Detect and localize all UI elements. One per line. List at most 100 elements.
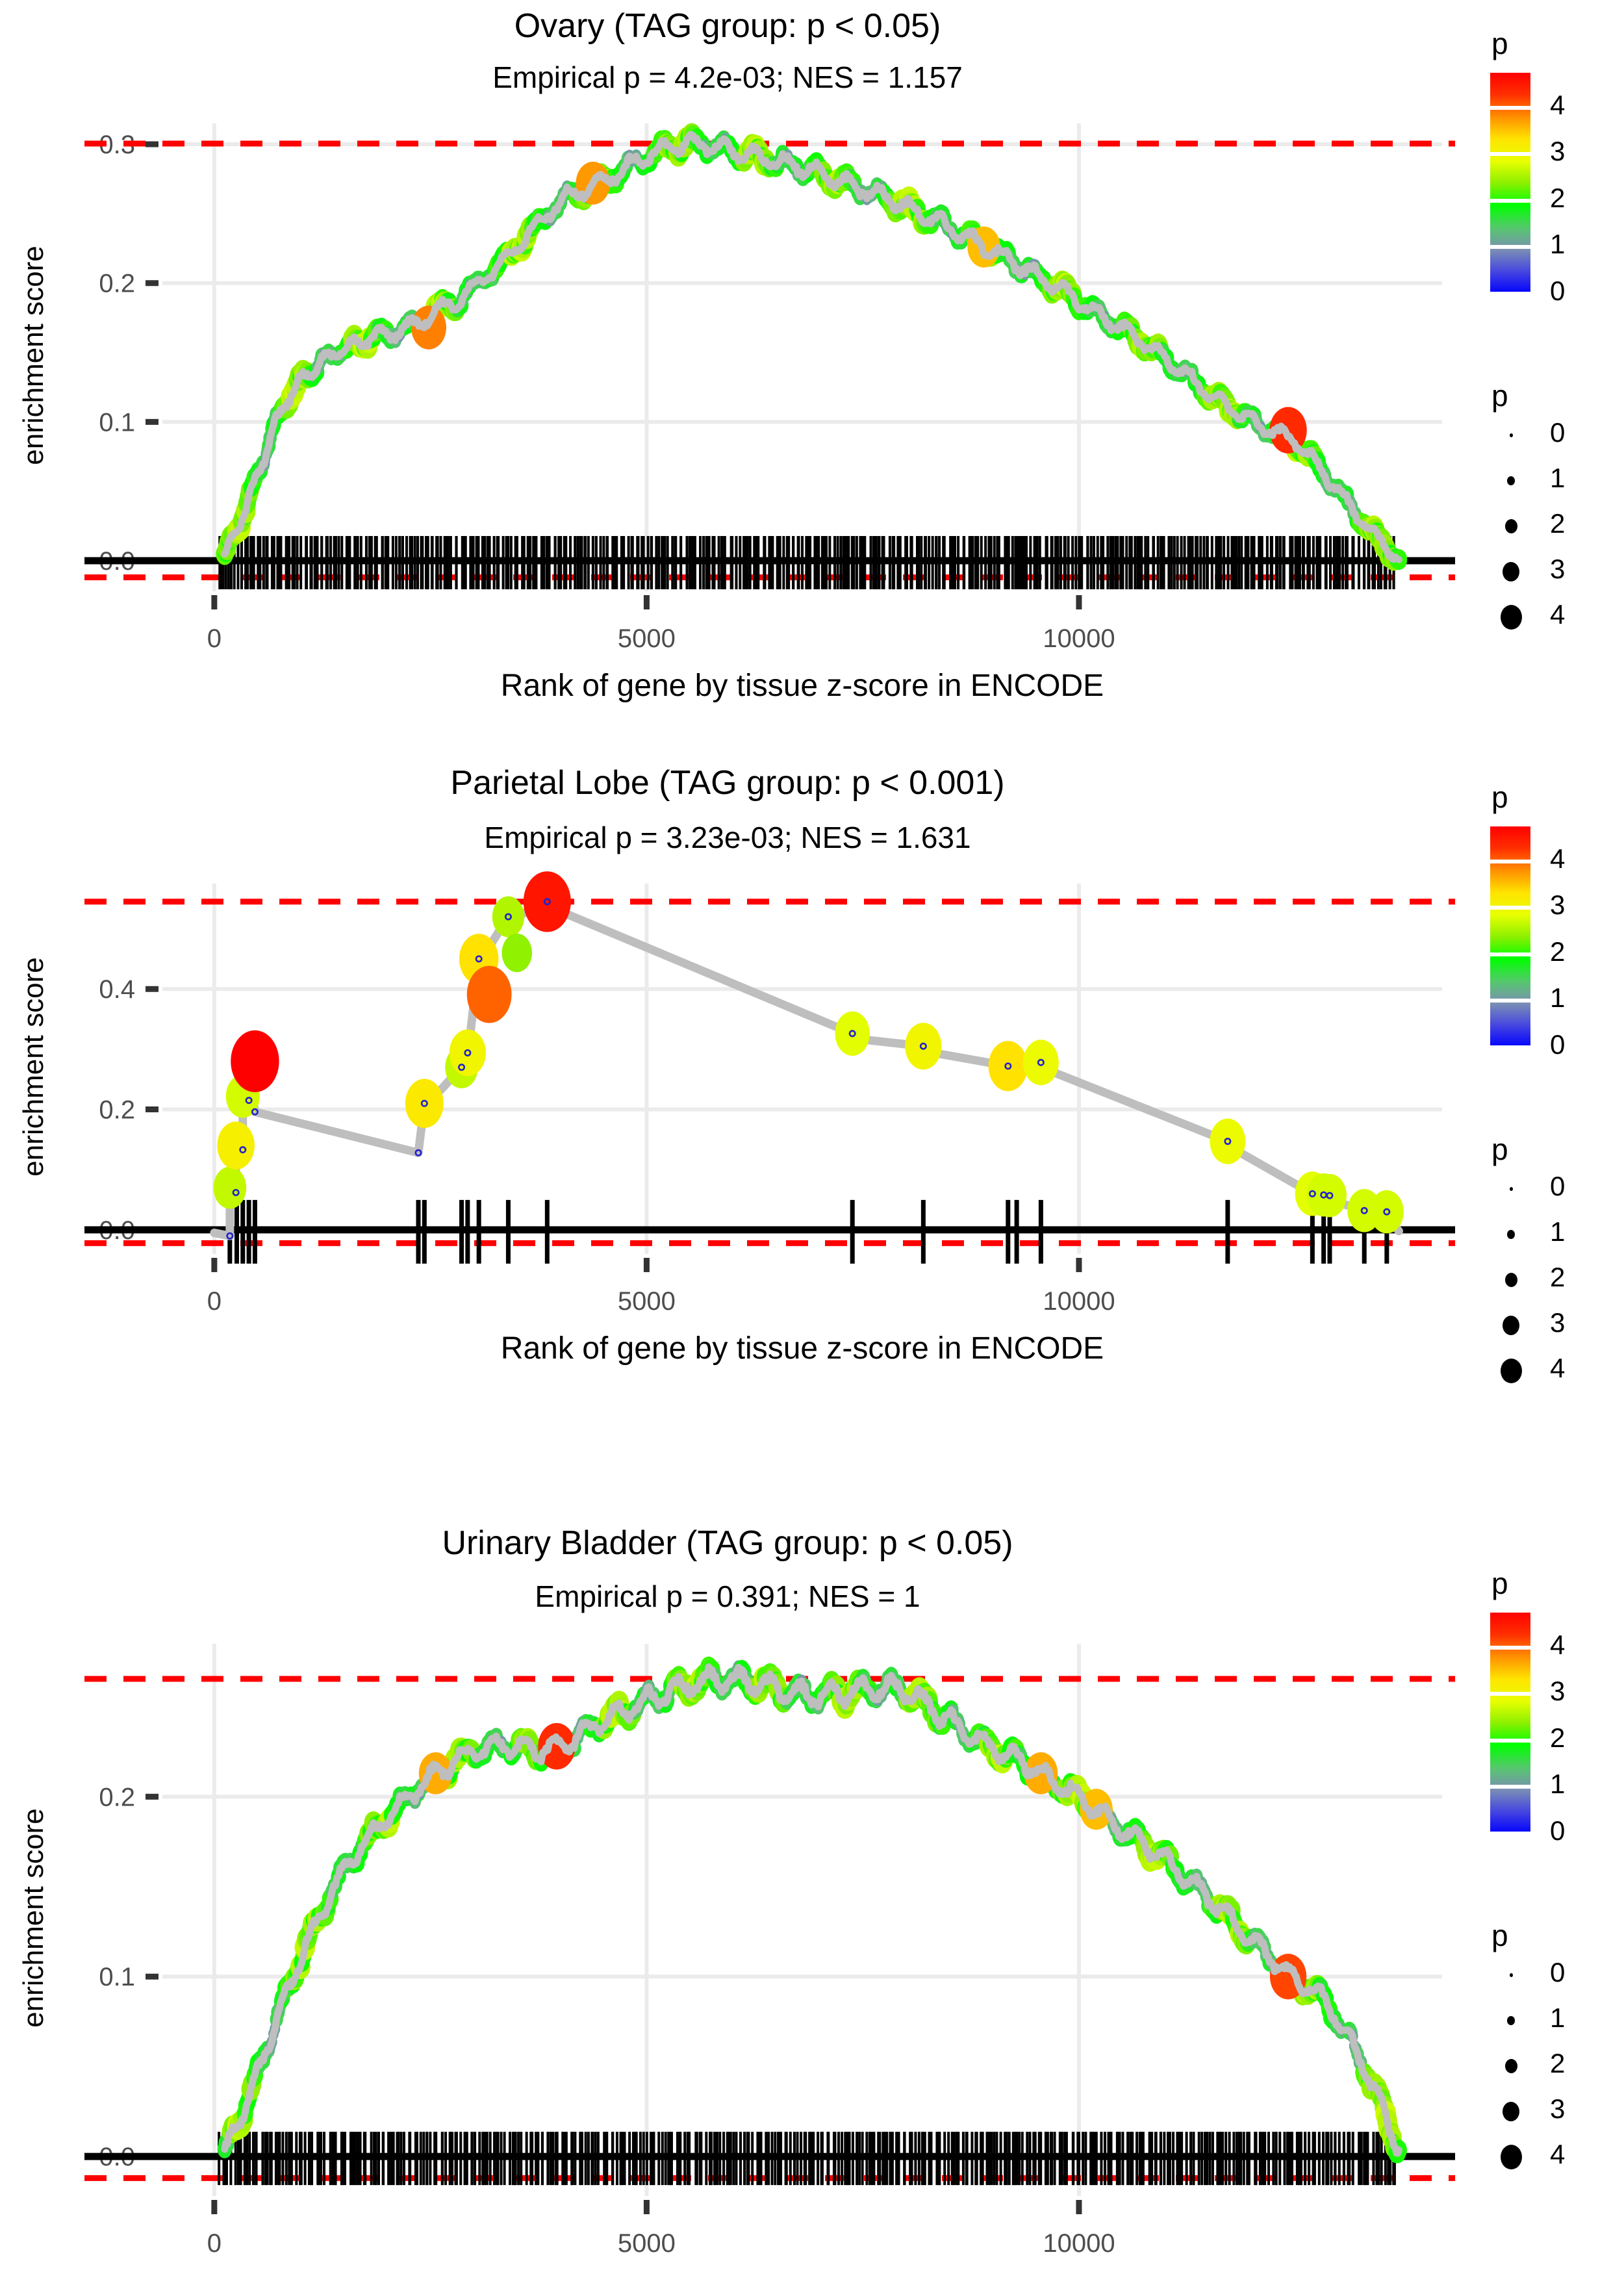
color-legend-label: 2 <box>1550 182 1566 213</box>
enrichment-point <box>405 1079 444 1129</box>
y-tick-label: 0.1 <box>99 1963 135 1991</box>
color-legend-tick <box>1490 245 1530 249</box>
low-p-point <box>1224 1138 1232 1145</box>
enrichment-point <box>231 1030 279 1093</box>
color-legend-title: p <box>1491 780 1508 814</box>
enrichment-point <box>835 1011 870 1056</box>
color-legend-label: 2 <box>1550 936 1566 967</box>
size-legend-dot <box>1509 1973 1513 1977</box>
y-tick-label: 0.2 <box>99 270 135 298</box>
size-legend-label: 4 <box>1550 2139 1566 2169</box>
panel-subtitle: Empirical p = 3.23e-03; NES = 1.631 <box>484 821 971 854</box>
size-legend-label: 3 <box>1550 2093 1566 2124</box>
size-legend-label: 4 <box>1550 599 1566 630</box>
x-tick-label: 5000 <box>618 2229 676 2258</box>
x-tick-label: 0 <box>207 624 222 653</box>
low-p-point <box>1037 1058 1045 1066</box>
size-legend-dot <box>1504 1273 1517 1287</box>
enrichment-curve <box>221 1663 1402 2157</box>
enrichment-point <box>905 1023 942 1070</box>
low-p-point <box>1308 1190 1316 1197</box>
size-legend-dot <box>1503 1316 1519 1335</box>
low-p-point <box>919 1042 927 1050</box>
color-legend-tick <box>1490 1738 1530 1743</box>
panel-title: Ovary (TAG group: p < 0.05) <box>514 7 941 45</box>
low-p-point <box>848 1030 856 1038</box>
size-legend-label: 0 <box>1550 417 1566 448</box>
size-legend-title: p <box>1491 1132 1508 1166</box>
panel-ovary: Ovary (TAG group: p < 0.05) Empirical p =… <box>0 0 1624 718</box>
size-legend-label: 3 <box>1550 1307 1566 1338</box>
color-legend-tick <box>1490 1692 1530 1696</box>
size-legend-label: 0 <box>1550 1957 1566 1987</box>
enrichment-point <box>449 1029 486 1077</box>
size-legend-dot <box>1503 562 1519 581</box>
size-legend-dot <box>1509 433 1513 437</box>
size-legend-label: 1 <box>1550 2002 1566 2033</box>
panel-urinary-bladder: Urinary Bladder (TAG group: p < 0.05) Emp… <box>0 1475 1624 2274</box>
enrichment-point <box>1022 1040 1059 1086</box>
size-legend-dot <box>1500 2145 1522 2169</box>
size-legend-label: 2 <box>1550 1262 1566 1292</box>
y-tick-label: 0.2 <box>99 1096 135 1125</box>
color-legend-title: p <box>1491 27 1508 60</box>
low-p-point <box>543 898 551 906</box>
low-p-point <box>245 1097 253 1105</box>
color-legend-label: 1 <box>1550 1769 1566 1800</box>
size-legend-dot <box>1504 519 1517 533</box>
color-legend-label: 1 <box>1550 982 1566 1014</box>
low-p-point <box>414 1149 422 1156</box>
enrichment-point <box>523 871 571 932</box>
x-axis-label: Rank of gene by tissue z-score in ENCODE <box>500 669 1104 703</box>
low-p-point <box>226 1232 234 1240</box>
color-legend-tick <box>1490 198 1530 203</box>
color-legend-tick <box>1490 1645 1530 1650</box>
low-p-point <box>232 1188 240 1196</box>
low-p-point <box>464 1049 472 1056</box>
x-tick-label: 0 <box>207 1287 222 1316</box>
low-p-point <box>504 913 512 921</box>
size-legend-dot <box>1500 1359 1522 1383</box>
x-tick-label: 5000 <box>618 1287 676 1316</box>
x-tick-label: 10000 <box>1043 624 1115 653</box>
size-legend-dot <box>1507 1230 1515 1239</box>
enrichment-curve <box>221 131 1402 563</box>
color-legend-tick <box>1490 1785 1530 1789</box>
enrichment-point <box>217 1121 255 1170</box>
x-tick-label: 10000 <box>1043 2229 1115 2258</box>
panel-subtitle: Empirical p = 0.391; NES = 1 <box>535 1579 920 1613</box>
color-legend-tick <box>1490 952 1530 956</box>
enrichment-point <box>988 1041 1028 1092</box>
color-legend-tick <box>1490 152 1530 157</box>
size-legend-label: 2 <box>1550 508 1566 539</box>
color-legend-tick <box>1490 999 1530 1003</box>
color-legend-label: 3 <box>1550 889 1566 921</box>
low-p-point <box>458 1064 466 1071</box>
size-legend-label: 2 <box>1550 2048 1566 2078</box>
size-legend-title: p <box>1491 379 1508 413</box>
low-p-point <box>251 1108 259 1116</box>
low-p-point <box>239 1146 247 1154</box>
panel-title: Parietal Lobe (TAG group: p < 0.001) <box>450 764 1005 802</box>
size-legend-label: 0 <box>1550 1171 1566 1201</box>
x-tick-label: 5000 <box>618 624 676 653</box>
size-legend-dot <box>1509 1187 1513 1191</box>
size-legend-label: 4 <box>1550 1353 1566 1383</box>
color-legend-tick <box>1490 1045 1530 1049</box>
enrichment-point <box>1312 1173 1347 1218</box>
panel-parietal-lobe: Parietal Lobe (TAG group: p < 0.001) Empi… <box>0 718 1624 1475</box>
color-legend-tick <box>1490 292 1530 296</box>
color-legend-label: 0 <box>1550 1815 1566 1846</box>
color-legend-label: 2 <box>1550 1722 1566 1753</box>
size-legend-title: p <box>1491 1919 1508 1952</box>
size-legend-label: 1 <box>1550 463 1566 493</box>
low-p-point <box>1383 1208 1391 1216</box>
color-legend-label: 3 <box>1550 136 1566 167</box>
x-tick-label: 10000 <box>1043 1287 1115 1316</box>
low-p-point <box>1360 1207 1368 1214</box>
color-legend-label: 4 <box>1550 1629 1566 1660</box>
size-legend-label: 1 <box>1550 1216 1566 1247</box>
panel-title: Urinary Bladder (TAG group: p < 0.05) <box>442 1524 1013 1562</box>
